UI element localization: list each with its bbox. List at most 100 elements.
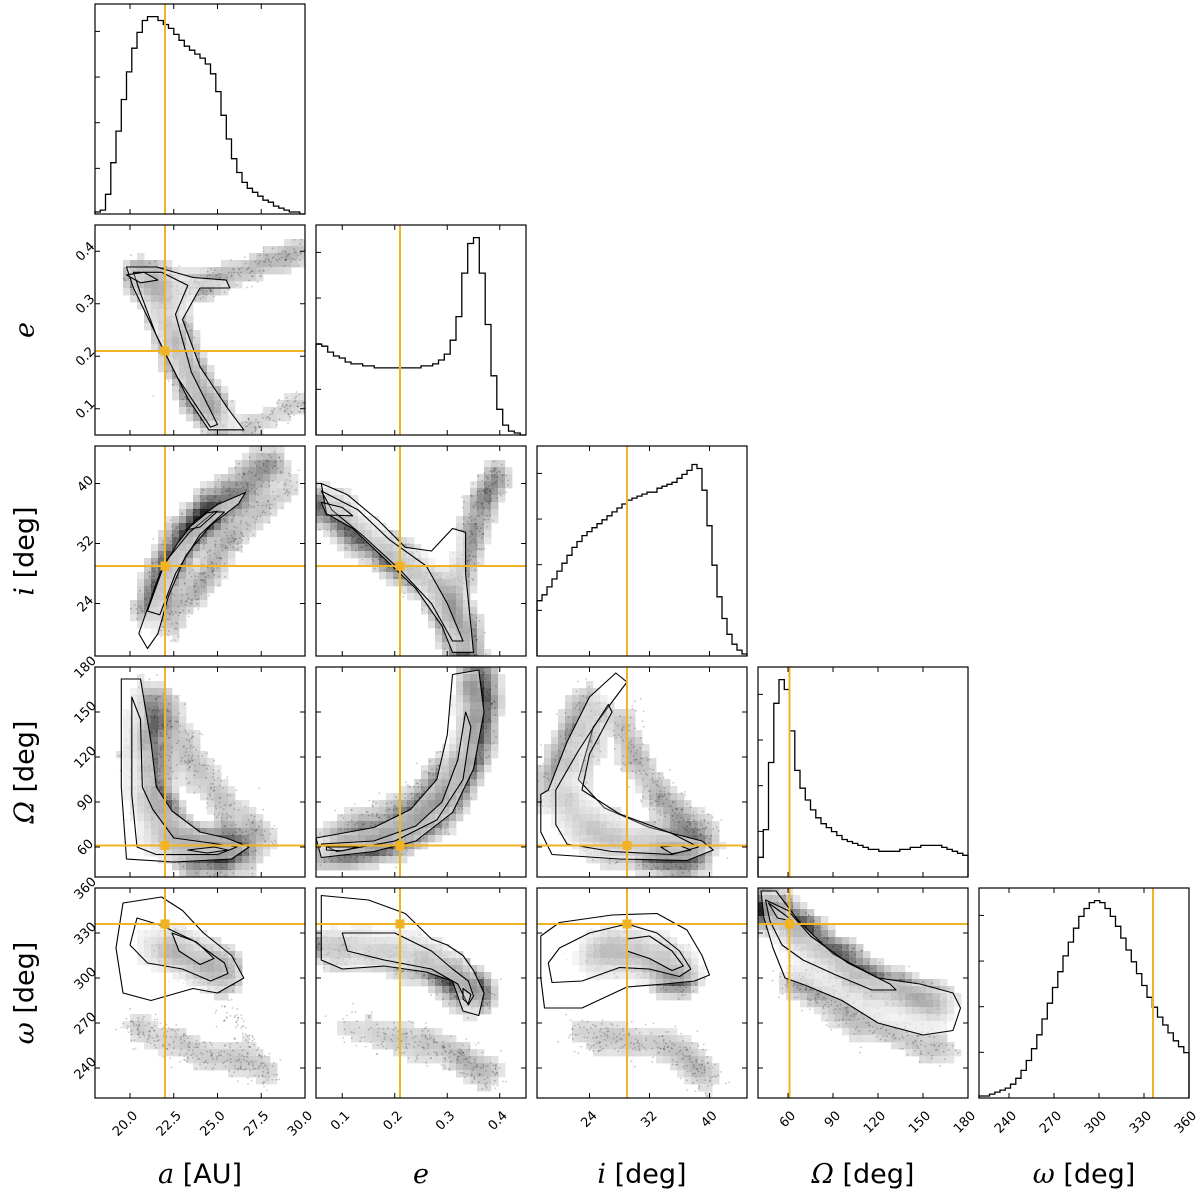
- sample-point: [476, 544, 478, 547]
- sample-point: [243, 472, 246, 475]
- density-cell: [193, 421, 201, 429]
- sample-point: [230, 271, 233, 274]
- sample-point: [214, 540, 217, 543]
- sample-point: [240, 545, 243, 548]
- sample-point: [425, 770, 428, 773]
- sample-point: [257, 421, 260, 423]
- sample-point: [234, 533, 236, 535]
- sample-point: [184, 754, 187, 757]
- density-cell: [200, 779, 208, 787]
- density-cell: [228, 870, 236, 878]
- sample-point: [213, 501, 216, 503]
- density-cell: [193, 558, 201, 566]
- sample-point: [299, 252, 302, 255]
- density-cell: [256, 267, 264, 275]
- density-cell: [284, 467, 292, 475]
- sample-point: [154, 570, 156, 572]
- sample-point: [171, 799, 174, 802]
- density-cell: [186, 502, 194, 510]
- sample-point: [219, 276, 221, 279]
- sample-point: [271, 467, 274, 470]
- sample-point: [237, 809, 240, 811]
- density-cell: [491, 744, 499, 752]
- density-cell: [484, 667, 492, 675]
- sample-point: [483, 547, 486, 550]
- sample-point: [208, 274, 211, 276]
- sample-point: [197, 352, 200, 355]
- density-cell: [491, 688, 499, 696]
- sample-point: [159, 556, 162, 559]
- sample-point: [171, 370, 174, 372]
- density-cell: [242, 260, 250, 268]
- density-cell: [242, 509, 250, 517]
- sample-point: [465, 790, 468, 793]
- sample-point: [174, 807, 177, 809]
- sample-point: [250, 275, 253, 278]
- sample-point: [187, 598, 190, 600]
- sample-point: [229, 543, 232, 546]
- sample-point: [470, 494, 473, 497]
- sample-point: [206, 801, 209, 804]
- density-cell: [558, 716, 566, 724]
- sample-point: [170, 640, 172, 642]
- sample-point: [255, 828, 258, 831]
- density-cell: [463, 502, 471, 510]
- density-cell: [207, 530, 215, 538]
- sample-point: [199, 868, 202, 870]
- sample-point: [253, 505, 255, 508]
- density-cell: [470, 786, 478, 794]
- sample-point: [467, 513, 470, 515]
- sample-point: [273, 498, 276, 500]
- sample-point: [252, 534, 255, 536]
- density-cell: [298, 393, 306, 401]
- sample-point: [165, 265, 168, 268]
- density-cell: [235, 474, 243, 482]
- sample-point: [243, 496, 246, 499]
- sample-point: [214, 805, 217, 808]
- sample-point: [186, 593, 188, 596]
- sample-point: [375, 815, 378, 818]
- sample-point: [218, 500, 221, 503]
- sample-point: [197, 755, 200, 758]
- sample-point: [444, 831, 446, 834]
- density-cell: [484, 758, 492, 766]
- density-cell: [228, 281, 236, 289]
- density-cell: [207, 481, 215, 489]
- sample-point: [355, 854, 358, 857]
- sample-point: [263, 830, 266, 832]
- density-cell: [628, 765, 636, 773]
- sample-point: [493, 700, 496, 703]
- density-cell: [572, 709, 580, 717]
- sample-point: [189, 747, 191, 749]
- sample-point: [255, 473, 257, 476]
- sample-point: [213, 759, 216, 762]
- density-cell: [179, 502, 187, 510]
- sample-point: [243, 256, 246, 259]
- sample-point: [151, 567, 154, 570]
- sample-point: [294, 250, 297, 253]
- density-cell: [186, 309, 194, 317]
- sample-point: [507, 479, 509, 482]
- sample-point: [172, 534, 174, 536]
- density-cell: [207, 821, 215, 829]
- sample-point: [130, 254, 132, 257]
- sample-point: [473, 504, 475, 507]
- sample-point: [317, 509, 320, 512]
- density-cell: [158, 260, 166, 268]
- density-cell: [400, 786, 408, 794]
- sample-point: [247, 418, 250, 421]
- sample-point: [290, 410, 293, 413]
- sample-point: [166, 710, 169, 713]
- sample-point: [184, 525, 187, 527]
- density-cell: [365, 863, 373, 871]
- sample-point: [319, 504, 322, 507]
- density-cell: [491, 716, 499, 724]
- sample-point: [472, 555, 474, 558]
- sample-point: [350, 819, 353, 822]
- sample-point: [356, 860, 358, 863]
- sample-point: [478, 515, 480, 517]
- sample-point: [232, 490, 235, 493]
- sample-point: [171, 746, 174, 749]
- sample-point: [188, 572, 191, 575]
- density-cell: [221, 779, 229, 787]
